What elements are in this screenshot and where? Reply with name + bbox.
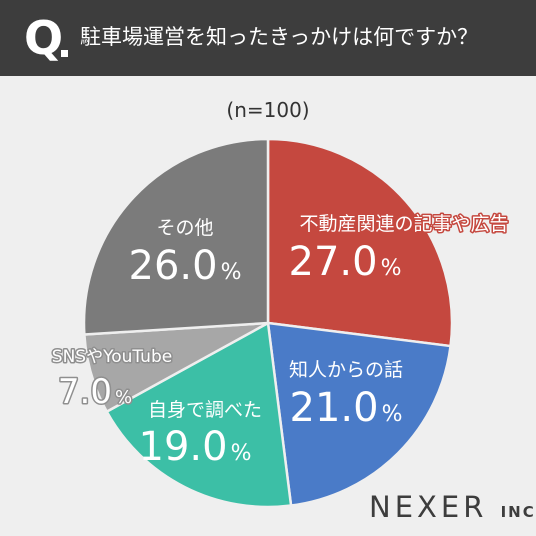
pie-slice-self-research — [105, 321, 293, 509]
pie-slice-real-estate-ads — [266, 137, 454, 348]
q-mark: Q — [24, 11, 64, 65]
brand-suffix: INC. — [500, 503, 536, 521]
brand-logo: NEXER INC. — [369, 490, 536, 524]
slice-label-acquaintance: 知人からの話 — [289, 359, 403, 381]
slice-value-self-research: 19.0% — [139, 424, 252, 470]
header-bar: Q 駐車場運営を知ったきっかけは何ですか？ — [0, 0, 536, 76]
brand-name: NEXER — [369, 490, 488, 524]
sample-size-label: (n=100) — [226, 98, 310, 122]
slice-value-other: 26.0% — [129, 243, 242, 289]
slice-label-real-estate-ads: 不動産関連の記事や広告 — [299, 213, 508, 235]
slice-label-self-research: 自身で調べた — [148, 399, 262, 421]
slice-label-sns-youtube: SNSやYouTube — [52, 347, 172, 367]
slice-label-other: その他 — [156, 217, 213, 239]
slice-value-sns-youtube: 7.0% — [58, 372, 132, 412]
question-title: 駐車場運営を知ったきっかけは何ですか？ — [80, 25, 479, 49]
q-dot — [61, 50, 68, 57]
slice-value-real-estate-ads: 27.0% — [289, 239, 402, 285]
slice-value-acquaintance: 21.0% — [290, 385, 403, 431]
pie-slice-other — [82, 137, 270, 336]
pie-slice-acquaintance — [266, 321, 452, 507]
